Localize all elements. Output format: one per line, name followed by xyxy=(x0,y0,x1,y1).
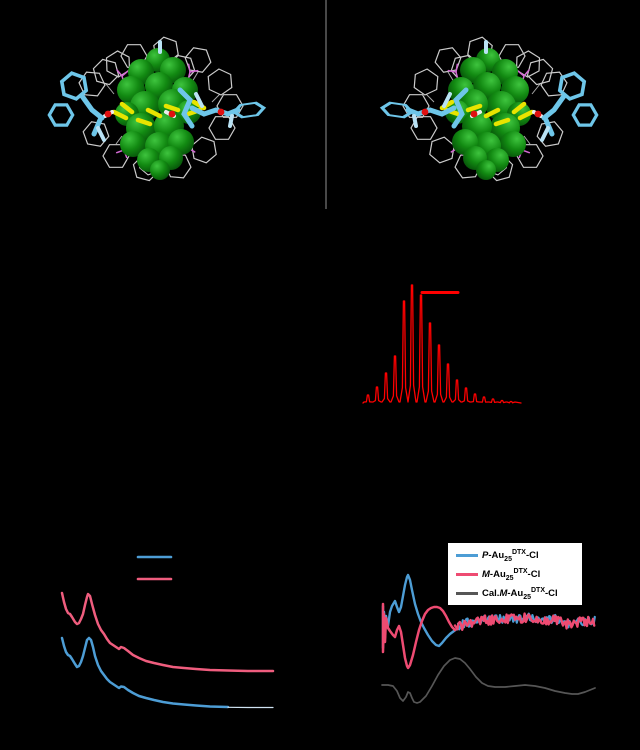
cd-curve-calc xyxy=(381,657,596,704)
ms-trace xyxy=(362,284,522,404)
spectra-curves xyxy=(60,284,596,709)
cd-curve-m xyxy=(381,602,457,670)
legend-label: M-Au25DTX-Cl xyxy=(482,567,541,582)
legend-line-swatch xyxy=(456,592,478,595)
molecule-render-right xyxy=(381,35,596,182)
cd-noise-m xyxy=(453,612,596,631)
legend-label: P-Au25DTX-Cl xyxy=(482,548,539,563)
cd-legend-item: P-Au25DTX-Cl xyxy=(456,546,582,565)
cd-legend-box: P-Au25DTX-Cl M-Au25DTX-Cl Cal.M-Au25DTX-Cl xyxy=(448,543,582,605)
abs-curve-p xyxy=(60,636,230,709)
molecule-render-left xyxy=(49,35,264,182)
abs-curve-m xyxy=(60,591,275,673)
legend-line-swatch xyxy=(456,554,478,557)
legend-label: Cal.M-Au25DTX-Cl xyxy=(482,586,558,601)
legend-line-swatch xyxy=(456,573,478,576)
cd-legend-item: Cal.M-Au25DTX-Cl xyxy=(456,584,582,603)
cd-legend-item: M-Au25DTX-Cl xyxy=(456,565,582,584)
